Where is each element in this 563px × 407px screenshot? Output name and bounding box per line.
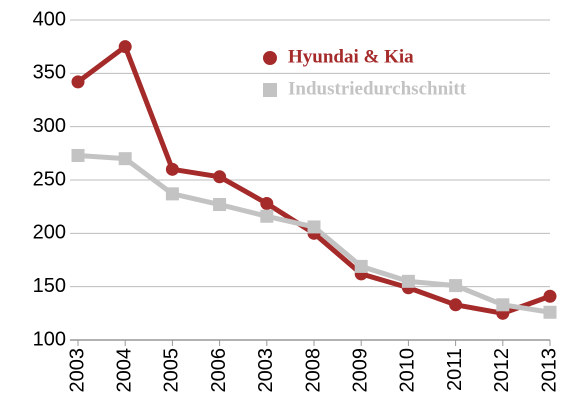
y-tick-label: 400 <box>33 8 66 30</box>
marker <box>449 279 463 293</box>
marker <box>165 187 179 201</box>
legend-marker <box>263 51 277 65</box>
x-tick-label: 2003 <box>255 348 277 393</box>
x-tick-label: 2010 <box>397 348 419 393</box>
y-tick-label: 100 <box>33 328 66 350</box>
x-tick-label: 2004 <box>113 348 135 393</box>
marker <box>354 259 368 273</box>
marker <box>260 209 274 223</box>
marker <box>71 75 85 89</box>
x-tick-label: 2006 <box>208 348 230 393</box>
x-tick-label: 2003 <box>66 348 88 393</box>
marker <box>543 305 557 319</box>
x-tick-label: 2008 <box>302 348 324 393</box>
y-tick-label: 150 <box>33 275 66 297</box>
marker <box>260 196 274 210</box>
y-tick-label: 200 <box>33 222 66 244</box>
legend-marker <box>263 83 277 97</box>
marker <box>449 298 463 312</box>
x-tick-label: 2011 <box>444 348 466 391</box>
marker <box>118 40 132 54</box>
legend-label: Hyundai & Kia <box>288 46 414 67</box>
marker <box>213 170 227 184</box>
marker <box>543 289 557 303</box>
marker <box>496 298 510 312</box>
marker <box>118 152 132 166</box>
y-tick-label: 350 <box>33 62 66 84</box>
y-tick-label: 250 <box>33 168 66 190</box>
marker <box>401 274 415 288</box>
x-tick-label: 2013 <box>538 348 560 393</box>
marker <box>71 148 85 162</box>
y-tick-label: 300 <box>33 115 66 137</box>
marker <box>213 198 227 212</box>
marker <box>307 220 321 234</box>
legend-label: Industriedurchschnitt <box>288 78 467 99</box>
x-tick-label: 2012 <box>491 348 513 393</box>
x-tick-label: 2009 <box>349 348 371 393</box>
x-tick-label: 2005 <box>161 348 183 393</box>
marker <box>165 162 179 176</box>
